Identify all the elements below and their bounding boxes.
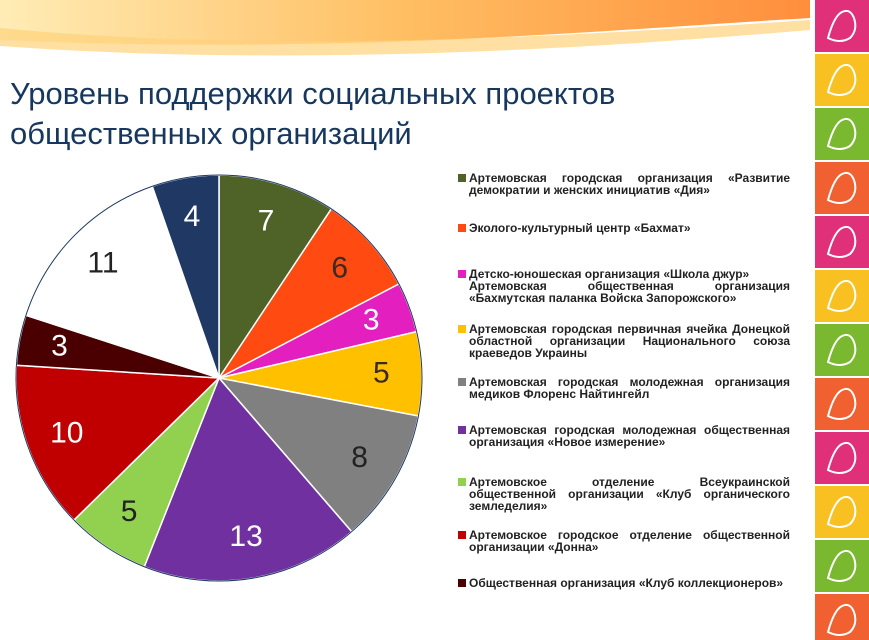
hand-icon xyxy=(826,63,857,96)
legend-item: Артемовская городская молодежная организ… xyxy=(458,376,790,400)
hand-icon xyxy=(826,333,857,366)
icon-strip xyxy=(815,0,869,640)
legend-label: Эколого-культурный центр «Бахмат» xyxy=(469,221,691,235)
legend-label: Артемовская общественная организация «Ба… xyxy=(469,279,790,305)
legend-text: Артемовская городская молодежная организ… xyxy=(469,376,790,400)
legend-item: Общественная организация «Клуб коллекцио… xyxy=(458,577,790,589)
legend-swatch xyxy=(458,270,466,278)
icon-tile xyxy=(815,108,869,160)
icon-tile xyxy=(815,324,869,376)
legend-text: Общественная организация «Клуб коллекцио… xyxy=(469,577,790,589)
legend-text: Эколого-культурный центр «Бахмат» xyxy=(469,222,790,234)
icon-tile xyxy=(815,270,869,322)
legend-swatch xyxy=(458,579,466,587)
legend-swatch xyxy=(458,325,466,333)
legend-text: Артемовское отделение Всеукраинской обще… xyxy=(469,476,790,512)
legend-label: Артемовская городская первичная ячейка Д… xyxy=(469,322,790,360)
legend-swatch xyxy=(458,531,466,539)
legend-item: Эколого-культурный центр «Бахмат» xyxy=(458,222,790,234)
icon-tile xyxy=(815,216,869,268)
hand-icon xyxy=(826,225,857,258)
legend-swatch xyxy=(458,174,466,182)
slice-label: 7 xyxy=(258,204,275,237)
icon-tile xyxy=(815,162,869,214)
slice-label: 11 xyxy=(87,246,118,279)
icon-tile xyxy=(815,432,869,484)
legend-item: Артемовская городская первичная ячейка Д… xyxy=(458,323,790,359)
icon-tile xyxy=(815,540,869,592)
slice-label: 3 xyxy=(51,329,68,362)
hand-icon xyxy=(826,387,857,420)
legend-text: Артемовская городская организация «Разви… xyxy=(469,172,790,196)
legend-label: Артемовская городская организация «Разви… xyxy=(469,171,790,197)
hand-icon xyxy=(826,549,857,582)
slice-label: 6 xyxy=(331,251,348,284)
legend-text: Артемовское городское отделение обществе… xyxy=(469,529,790,553)
icon-tile xyxy=(815,486,869,538)
hand-icon xyxy=(826,495,857,528)
hand-icon xyxy=(826,171,857,204)
legend-item: Детско-юношеская организация «Школа джур… xyxy=(458,268,790,304)
hand-icon xyxy=(826,441,857,474)
slice-label: 4 xyxy=(184,200,201,233)
legend-label: Артемовская городская молодежная обществ… xyxy=(469,423,790,449)
legend-text: Артемовская городская молодежная обществ… xyxy=(469,424,790,448)
slice-label: 10 xyxy=(50,417,83,450)
swoosh xyxy=(0,20,810,56)
slice-label: 3 xyxy=(363,303,380,336)
icon-tile xyxy=(815,0,869,52)
legend-item: Артемовская городская молодежная обществ… xyxy=(458,424,790,448)
pie-outline xyxy=(15,174,423,582)
legend-label: Артемовское городское отделение обществе… xyxy=(469,528,790,554)
legend-swatch xyxy=(458,478,466,486)
slice-label: 5 xyxy=(121,495,138,528)
icon-tile xyxy=(815,54,869,106)
legend-label: Артемовская городская молодежная организ… xyxy=(469,375,790,401)
slice-label: 13 xyxy=(229,520,262,553)
icon-tile xyxy=(815,594,869,640)
legend-text: Артемовская городская первичная ячейка Д… xyxy=(469,323,790,359)
slice-label: 8 xyxy=(351,441,368,474)
legend-item: Артемовское городское отделение обществе… xyxy=(458,529,790,553)
hand-icon xyxy=(826,9,857,42)
legend-label: Общественная организация «Клуб коллекцио… xyxy=(469,576,784,590)
slice-label: 5 xyxy=(373,357,390,390)
swoosh xyxy=(0,0,810,45)
icon-tile xyxy=(815,378,869,430)
title: Уровень поддержки социальных проектов об… xyxy=(10,76,616,151)
legend-swatch xyxy=(458,426,466,434)
hand-icon xyxy=(826,279,857,312)
legend-label: Артемовское отделение Всеукраинской обще… xyxy=(469,475,790,513)
hand-icon xyxy=(826,117,857,150)
legend-item: Артемовское отделение Всеукраинской обще… xyxy=(458,476,790,512)
legend-item: Артемовская городская организация «Разви… xyxy=(458,172,790,196)
legend-text: Детско-юношеская организация «Школа джур… xyxy=(469,268,790,304)
legend-swatch xyxy=(458,224,466,232)
legend-swatch xyxy=(458,378,466,386)
legend-label: Детско-юношеская организация «Школа джур… xyxy=(469,267,750,281)
hand-icon xyxy=(826,603,857,636)
